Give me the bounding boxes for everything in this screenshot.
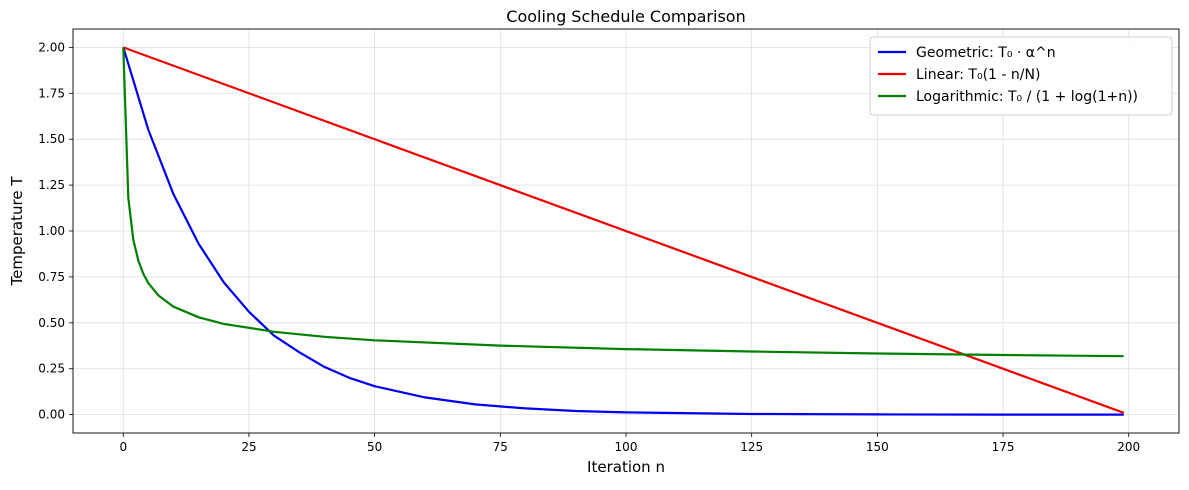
x-tick-label: 175 — [992, 440, 1015, 454]
x-tick-label: 125 — [740, 440, 763, 454]
series-line-2 — [122, 46, 1125, 414]
chart-title: Cooling Schedule Comparison — [506, 7, 745, 26]
legend-entry-label: Geometric: T₀ · α^n — [916, 45, 1056, 61]
x-tick-label: 100 — [615, 440, 638, 454]
y-axis-label: Temperature T — [8, 176, 26, 287]
x-axis-label: Iteration n — [587, 458, 665, 476]
y-tick-label: 1.25 — [38, 178, 65, 192]
legend-box — [869, 36, 1173, 116]
x-tick-label: 150 — [866, 440, 889, 454]
legend-entry-label: Logarithmic: T₀ / (1 + log(1+n)) — [916, 89, 1138, 105]
y-tick-label: 1.50 — [38, 132, 65, 146]
y-tick-label: 2.00 — [38, 40, 65, 54]
y-tick-label: 0.00 — [38, 408, 65, 422]
y-tick-label: 0.75 — [38, 270, 65, 284]
series-layer — [122, 46, 1125, 416]
y-tick-label: 0.25 — [38, 362, 65, 376]
legend-entry-label: Linear: T₀(1 - n/N) — [916, 67, 1040, 83]
y-tick-label: 1.75 — [38, 86, 65, 100]
y-tick-label: 1.00 — [38, 224, 65, 238]
x-tick-label: 0 — [119, 440, 127, 454]
x-tick-label: 75 — [493, 440, 508, 454]
x-tick-label: 25 — [241, 440, 256, 454]
series-line-1 — [122, 47, 1124, 416]
x-tick-label: 200 — [1117, 440, 1140, 454]
tick-layer: 0 25 50 75 100 125 150 175 200 0.00 0.25 0.50 0.75 1.… — [38, 40, 1140, 454]
x-tick-label: 50 — [367, 440, 382, 454]
series-line-3 — [122, 47, 1124, 358]
y-tick-label: 0.50 — [38, 316, 65, 330]
legend: Geometric: T₀ · α^n Linear: T₀(1 - n/N) Lo… — [869, 36, 1173, 116]
